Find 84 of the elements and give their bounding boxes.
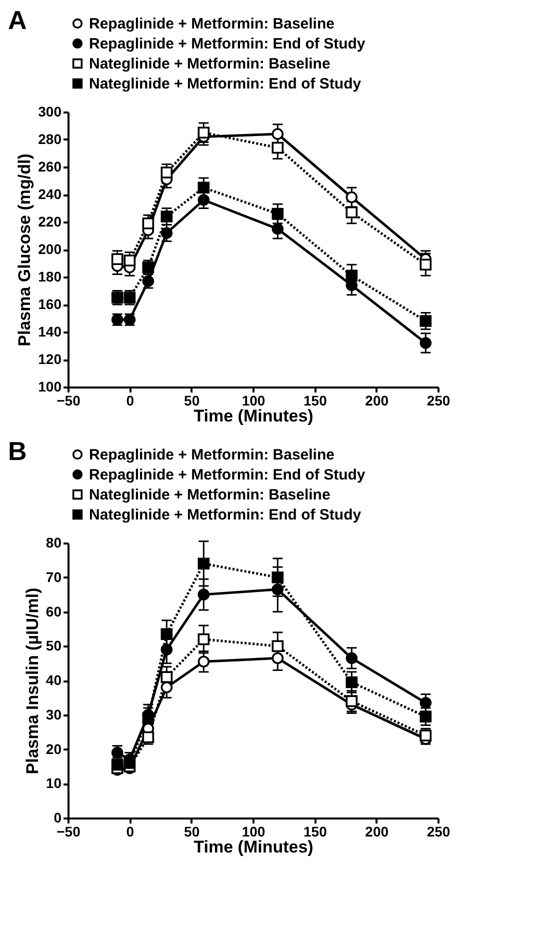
- point: [272, 640, 284, 652]
- x-tick-label: 100: [242, 824, 266, 840]
- point: [160, 166, 173, 178]
- chart-title: A: [8, 5, 27, 35]
- point: [160, 644, 173, 656]
- y-tick-label: 280: [38, 131, 62, 147]
- point: [346, 676, 358, 688]
- point: [346, 695, 358, 708]
- point: [160, 210, 173, 222]
- point: [346, 206, 358, 218]
- point: [111, 253, 124, 266]
- y-tick-label: 20: [46, 740, 62, 757]
- legend-label: Repaglinide + Metformin: End of Study: [89, 36, 366, 52]
- y-tick-label: 50: [46, 638, 62, 654]
- y-tick-label: 10: [46, 775, 62, 792]
- y-tick-label: 240: [38, 186, 62, 202]
- x-tick-label: 150: [303, 392, 328, 408]
- point: [142, 217, 154, 230]
- point: [198, 588, 210, 600]
- legend-label: Nateglinide + Metformin: Baseline: [89, 486, 330, 504]
- x-tick-label: 250: [426, 392, 450, 408]
- point: [420, 696, 432, 709]
- x-tick-label: 150: [303, 824, 328, 840]
- point: [420, 337, 432, 349]
- point: [198, 656, 210, 668]
- y-tick-label: 40: [46, 672, 62, 688]
- y-tick-label: 160: [38, 296, 62, 312]
- point: [346, 270, 358, 282]
- point: [198, 558, 210, 570]
- point: [272, 571, 284, 584]
- point: [346, 652, 358, 664]
- y-tick-label: 220: [38, 214, 62, 230]
- x-tick-label: 0: [126, 824, 134, 840]
- legend-label: Repaglinide + Metformin: Baseline: [89, 16, 334, 32]
- legend-label: Repaglinide + Metformin: End of Study: [89, 466, 366, 484]
- y-tick-label: 200: [38, 241, 62, 257]
- x-tick-label: 200: [365, 824, 389, 840]
- y-tick-label: 180: [38, 268, 62, 284]
- x-tick-label: 50: [184, 824, 200, 840]
- point: [346, 191, 358, 204]
- point: [198, 126, 210, 139]
- y-tick-label: 70: [46, 568, 62, 585]
- point: [198, 633, 210, 646]
- point: [198, 182, 210, 194]
- point: [272, 142, 284, 154]
- x-tick-label: 50: [184, 392, 200, 408]
- point: [142, 712, 154, 724]
- point: [272, 584, 284, 596]
- y-tick-label: 80: [46, 534, 62, 550]
- point: [272, 652, 284, 664]
- x-tick-label: −50: [56, 824, 81, 840]
- point: [160, 227, 173, 239]
- point: [160, 671, 173, 683]
- y-tick-label: 30: [46, 706, 62, 722]
- x-tick-label: 0: [126, 392, 134, 408]
- x-tick-label: 200: [365, 392, 389, 408]
- y-tick-label: 140: [38, 324, 62, 340]
- y-axis-title: Plasma Insulin (µIU/ml): [22, 588, 42, 774]
- y-tick-label: 260: [38, 158, 62, 174]
- point: [160, 628, 173, 640]
- point: [124, 254, 136, 266]
- y-tick-label: 300: [38, 104, 62, 120]
- legend-label: Nateglinide + Metformin: End of Study: [89, 76, 362, 92]
- legend-label: Nateglinide + Metformin: End of Study: [89, 506, 362, 524]
- y-tick-label: 60: [46, 603, 62, 620]
- point: [420, 710, 432, 722]
- x-axis-title: Time (Minutes): [194, 838, 314, 856]
- point: [198, 194, 210, 206]
- point: [420, 315, 432, 327]
- y-tick-label: 100: [38, 378, 62, 394]
- point: [420, 258, 432, 271]
- point: [272, 128, 284, 140]
- y-tick-label: 0: [54, 810, 62, 826]
- chart-title: B: [8, 436, 27, 466]
- y-tick-label: 120: [38, 351, 62, 367]
- x-axis-title: Time (Minutes): [194, 406, 314, 426]
- legend-label: Repaglinide + Metformin: Baseline: [89, 446, 334, 464]
- x-tick-label: −50: [56, 392, 81, 408]
- point: [272, 208, 284, 220]
- legend-label: Nateglinide + Metformin: Baseline: [89, 56, 330, 72]
- point: [272, 222, 284, 235]
- x-tick-label: 250: [426, 824, 450, 840]
- y-axis-title: Plasma Glucose (mg/dl): [15, 154, 34, 346]
- x-tick-label: 100: [242, 392, 266, 408]
